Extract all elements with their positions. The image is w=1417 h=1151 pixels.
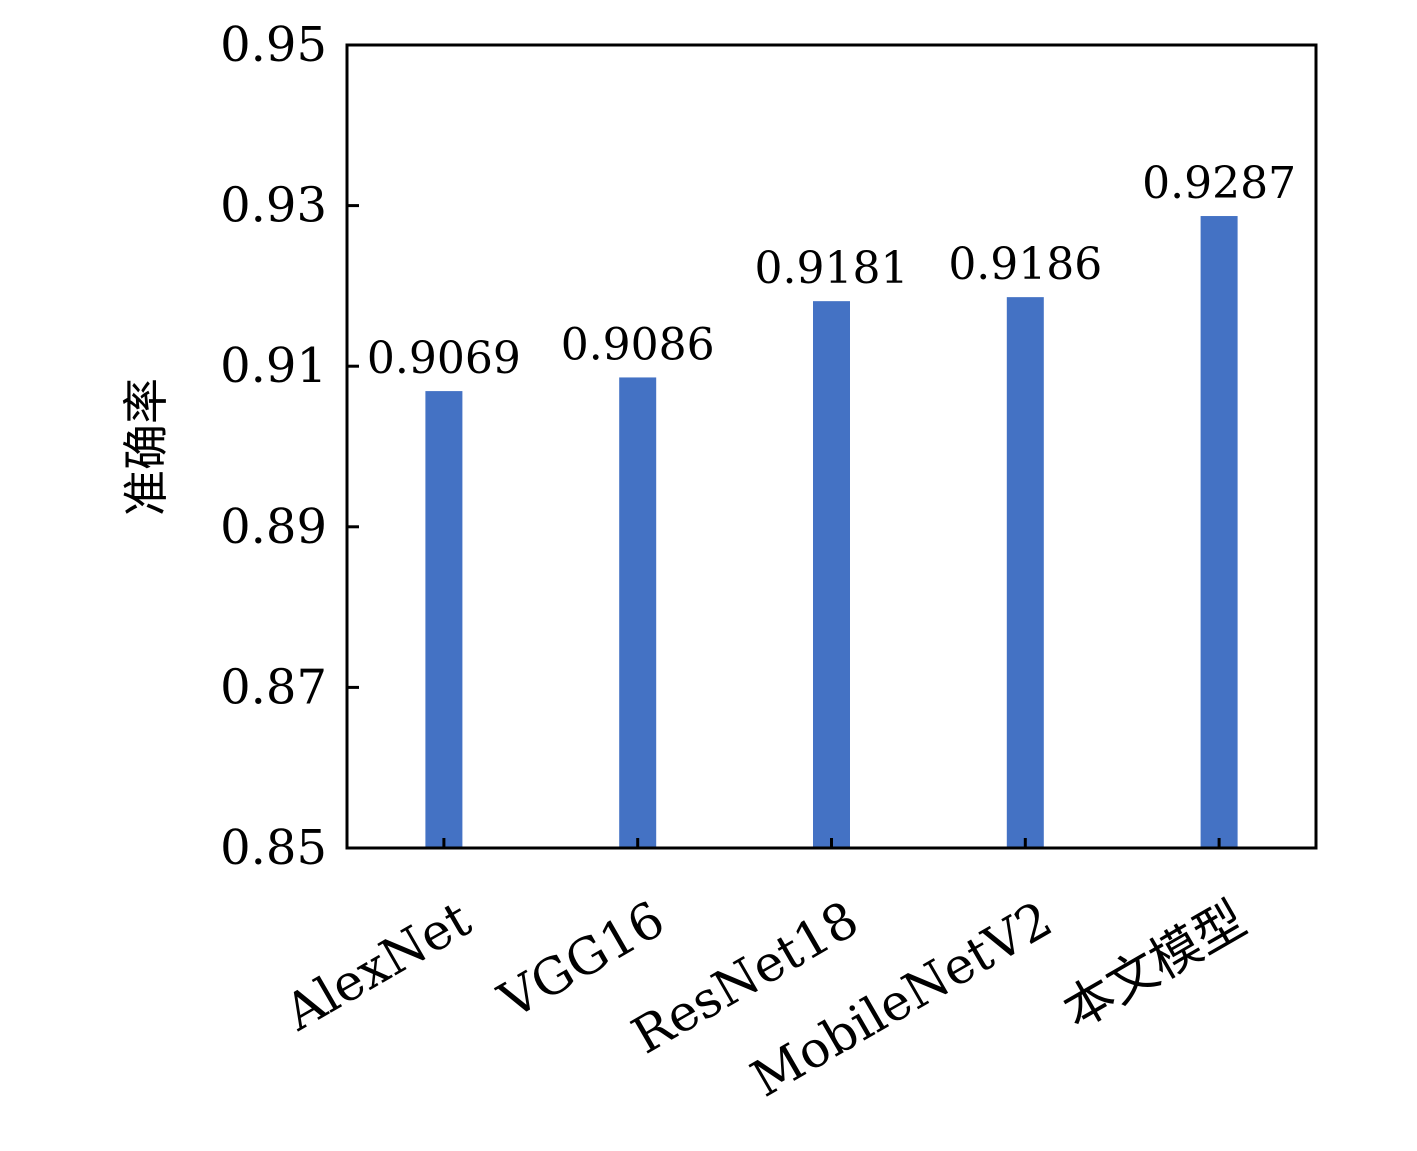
bar-2	[619, 377, 657, 848]
data-label-1: 0.9069	[367, 333, 521, 384]
y-tick-label-5: 0.93	[220, 178, 327, 234]
category-label-1: AlexNet	[274, 890, 480, 1042]
y-tick-label-2: 0.87	[220, 659, 327, 715]
bar-4	[1006, 297, 1044, 849]
y-axis-title: 准确率	[119, 378, 173, 516]
bar-3	[813, 301, 850, 849]
y-tick-label-6: 0.95	[220, 17, 327, 73]
data-label-2: 0.9086	[561, 319, 715, 370]
category-label-5: 本文模型	[1053, 890, 1255, 1040]
data-label-3: 0.9181	[755, 243, 909, 294]
y-tick-label-1: 0.85	[220, 820, 327, 876]
data-label-5: 0.9287	[1142, 158, 1296, 209]
y-tick-label-3: 0.89	[220, 499, 327, 555]
y-tick-label-4: 0.91	[220, 338, 327, 394]
bar-5	[1200, 216, 1238, 848]
data-label-4: 0.9186	[948, 239, 1102, 290]
bar-1	[425, 391, 463, 848]
